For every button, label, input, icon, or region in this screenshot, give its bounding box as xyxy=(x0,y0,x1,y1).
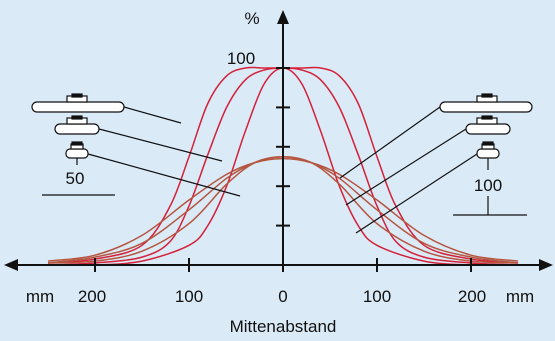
leader-lines-left xyxy=(42,106,241,197)
x-tick-label-100: 100 xyxy=(363,287,391,306)
y-tick-marks xyxy=(276,67,290,227)
distance-label-left: 50 xyxy=(66,169,85,188)
x-tick-marks xyxy=(94,258,472,272)
leader-line-right-medium xyxy=(345,128,467,206)
leader-line-left-small xyxy=(87,153,241,197)
x-tick-label-neg200: 200 xyxy=(78,287,106,306)
x-axis-title: Mittenabstand xyxy=(230,317,337,336)
lamp-small-right-icon xyxy=(476,141,500,159)
x-unit-right: mm xyxy=(506,287,534,306)
x-tick-label-200: 200 xyxy=(458,287,486,306)
x-tick-label-neg100: 100 xyxy=(175,287,203,306)
leader-line-left-large xyxy=(123,106,182,124)
leader-line-right-small xyxy=(355,153,478,234)
y-axis-arrow xyxy=(277,10,289,24)
lamp-large-left-icon xyxy=(31,93,125,113)
leader-line-left-medium xyxy=(98,128,223,162)
y-tick-label-100: 100 xyxy=(227,49,255,68)
lamp-large-right-icon xyxy=(439,93,533,113)
leader-line-right-large xyxy=(339,106,441,179)
x-axis-right-arrow xyxy=(539,259,553,271)
x-unit-left: mm xyxy=(26,287,54,306)
lamp-small-left-icon xyxy=(65,141,89,159)
lamp-medium-right-icon xyxy=(465,115,511,135)
x-tick-label-0: 0 xyxy=(278,287,287,306)
distance-label-right: 100 xyxy=(474,176,502,195)
x-axis-left-arrow xyxy=(4,259,18,271)
axes xyxy=(4,10,553,271)
y-axis-unit-label: % xyxy=(244,9,259,28)
lamp-medium-left-icon xyxy=(54,115,100,135)
leader-lines-right xyxy=(339,106,527,234)
